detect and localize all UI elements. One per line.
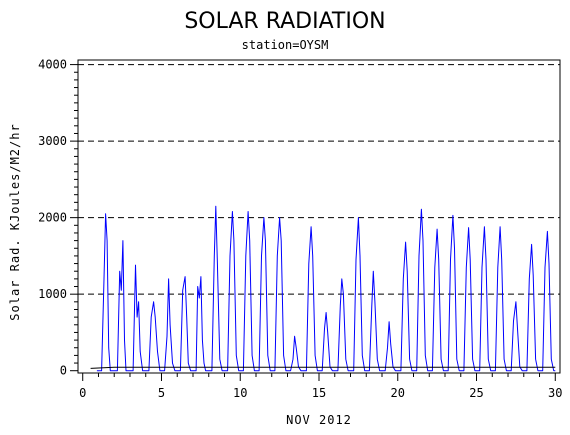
plot-frame [77,59,561,374]
tick-layer: 0 1000 2000 3000 4000 0 5 10 15 20 25 30 [38,58,562,400]
x-axis-title: NOV 2012 [286,413,352,427]
x-tick-label-0: 0 [79,386,86,400]
y-tick-label-2000: 2000 [38,211,67,225]
series-line-0 [96,205,556,372]
x-tick-label-15: 15 [312,386,326,400]
series-layer [90,205,556,372]
x-tick-label-5: 5 [158,386,165,400]
chart-subtitle: station=OYSM [242,38,329,52]
x-tick-label-25: 25 [469,386,483,400]
y-axis-title: Solar Rad. KJoules/M2/hr [8,123,22,320]
y-tick-label-1000: 1000 [38,287,67,301]
chart-title: SOLAR RADIATION [184,9,385,34]
x-tick-label-30: 30 [548,386,562,400]
y-tick-label-0: 0 [60,364,67,378]
x-tick-label-10: 10 [233,386,247,400]
y-tick-label-4000: 4000 [38,58,67,72]
y-tick-label-3000: 3000 [38,134,67,148]
series-line-1 [90,366,556,369]
x-tick-label-20: 20 [391,386,405,400]
grid-layer [78,64,560,295]
